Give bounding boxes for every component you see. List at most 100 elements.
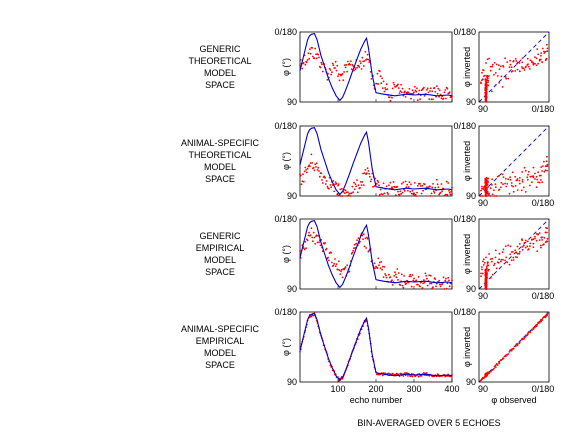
inverted-point: [378, 194, 381, 196]
inverted-point: [413, 182, 416, 184]
inverted-point: [385, 88, 387, 91]
scatter-point: [518, 340, 521, 343]
scatter-point: [529, 59, 532, 62]
inverted-point: [368, 172, 371, 175]
inverted-point: [439, 285, 442, 288]
scatter-point: [489, 277, 492, 279]
inverted-point: [381, 193, 384, 196]
scatter-point: [489, 195, 492, 197]
inverted-point: [394, 273, 397, 276]
timeseries-panel: 0/180 90 φ (°): [274, 214, 453, 294]
scatter-point: [543, 243, 545, 246]
inverted-point: [346, 264, 348, 266]
scatter-point: [507, 178, 510, 181]
inverted-point: [409, 190, 412, 193]
inverted-point: [304, 63, 307, 66]
inverted-point: [320, 61, 323, 64]
scatter-point: [516, 343, 518, 345]
scatter-point: [535, 57, 538, 60]
scatter-ytick-label: 90: [466, 377, 476, 387]
scatter-point: [514, 249, 517, 252]
inverted-point: [436, 183, 439, 186]
inverted-point: [416, 99, 419, 102]
inverted-point: [321, 63, 323, 66]
scatter-point: [541, 165, 544, 168]
identity-line: [478, 125, 550, 197]
inverted-point: [389, 99, 392, 102]
inverted-point: [382, 80, 385, 83]
scatter-point: [496, 364, 499, 366]
scatter-point: [520, 189, 523, 192]
scatter-point: [485, 97, 488, 99]
scatter-point: [524, 334, 527, 337]
scatter-point: [498, 258, 500, 261]
scatter-point: [546, 240, 549, 243]
inverted-point: [429, 90, 431, 92]
scatter-point: [532, 246, 535, 249]
inverted-point: [420, 192, 423, 195]
inverted-point: [337, 183, 340, 186]
scatter-ytick-label: 0/180: [453, 27, 476, 37]
inverted-point: [340, 195, 342, 197]
scatter-point: [546, 169, 548, 172]
inverted-point: [445, 287, 448, 290]
row-label-line: GENERIC: [199, 44, 241, 54]
inverted-point: [337, 75, 339, 78]
inverted-point: [403, 275, 405, 277]
scatter-point: [493, 73, 495, 76]
scatter-xtick-label: 0/180: [532, 384, 555, 394]
scatter-point: [521, 337, 524, 340]
inverted-point: [325, 247, 328, 250]
scatter-xtick-label: 0/180: [532, 104, 555, 114]
scatter-point: [485, 176, 488, 179]
scatter-point: [484, 93, 487, 96]
scatter-point: [544, 314, 547, 317]
scatter-point: [495, 195, 498, 197]
scatter-point: [488, 253, 490, 255]
inverted-point: [381, 87, 384, 89]
inverted-point: [364, 169, 367, 171]
scatter-point: [514, 58, 517, 60]
inverted-point: [362, 184, 365, 187]
inverted-point: [340, 188, 343, 190]
inverted-point: [416, 283, 419, 286]
scatter-point: [532, 62, 535, 64]
inverted-point: [340, 268, 343, 271]
inverted-point: [319, 244, 322, 247]
inverted-point: [423, 279, 425, 281]
inverted-point: [405, 186, 408, 189]
scatter-point: [537, 62, 539, 65]
scatter-point: [534, 237, 536, 240]
inverted-point: [444, 279, 447, 282]
scatter-point: [526, 245, 529, 248]
scatter-point: [481, 78, 484, 81]
scatter-point: [524, 239, 527, 242]
inverted-point: [312, 231, 315, 234]
inverted-point: [351, 251, 354, 254]
inverted-point: [441, 283, 443, 286]
scatter-point: [514, 185, 517, 187]
inverted-point: [431, 186, 434, 189]
row-label-line: SPACE: [205, 80, 235, 90]
inverted-point: [432, 98, 434, 101]
scatter-point: [537, 53, 539, 56]
inverted-point: [359, 240, 361, 243]
scatter-point: [540, 246, 542, 249]
scatter-point: [499, 260, 502, 263]
inverted-point: [330, 251, 333, 254]
inverted-point: [394, 186, 396, 189]
inverted-point: [334, 181, 337, 184]
inverted-point: [304, 166, 307, 169]
inverted-point: [395, 276, 398, 279]
inverted-point: [428, 98, 431, 100]
row-panels: 0/180 90 φ (°) 0/180 90 φ inverted 90 0/180: [274, 121, 554, 208]
inverted-point: [443, 91, 446, 94]
scatter-point: [480, 81, 482, 84]
inverted-point: [442, 276, 445, 279]
inverted-point: [320, 172, 323, 175]
inverted-point: [373, 185, 376, 187]
inverted-point: [334, 183, 336, 186]
scatter-point: [506, 61, 509, 63]
scatter-panel: 0/180 90 φ inverted 90 0/180: [453, 27, 554, 114]
